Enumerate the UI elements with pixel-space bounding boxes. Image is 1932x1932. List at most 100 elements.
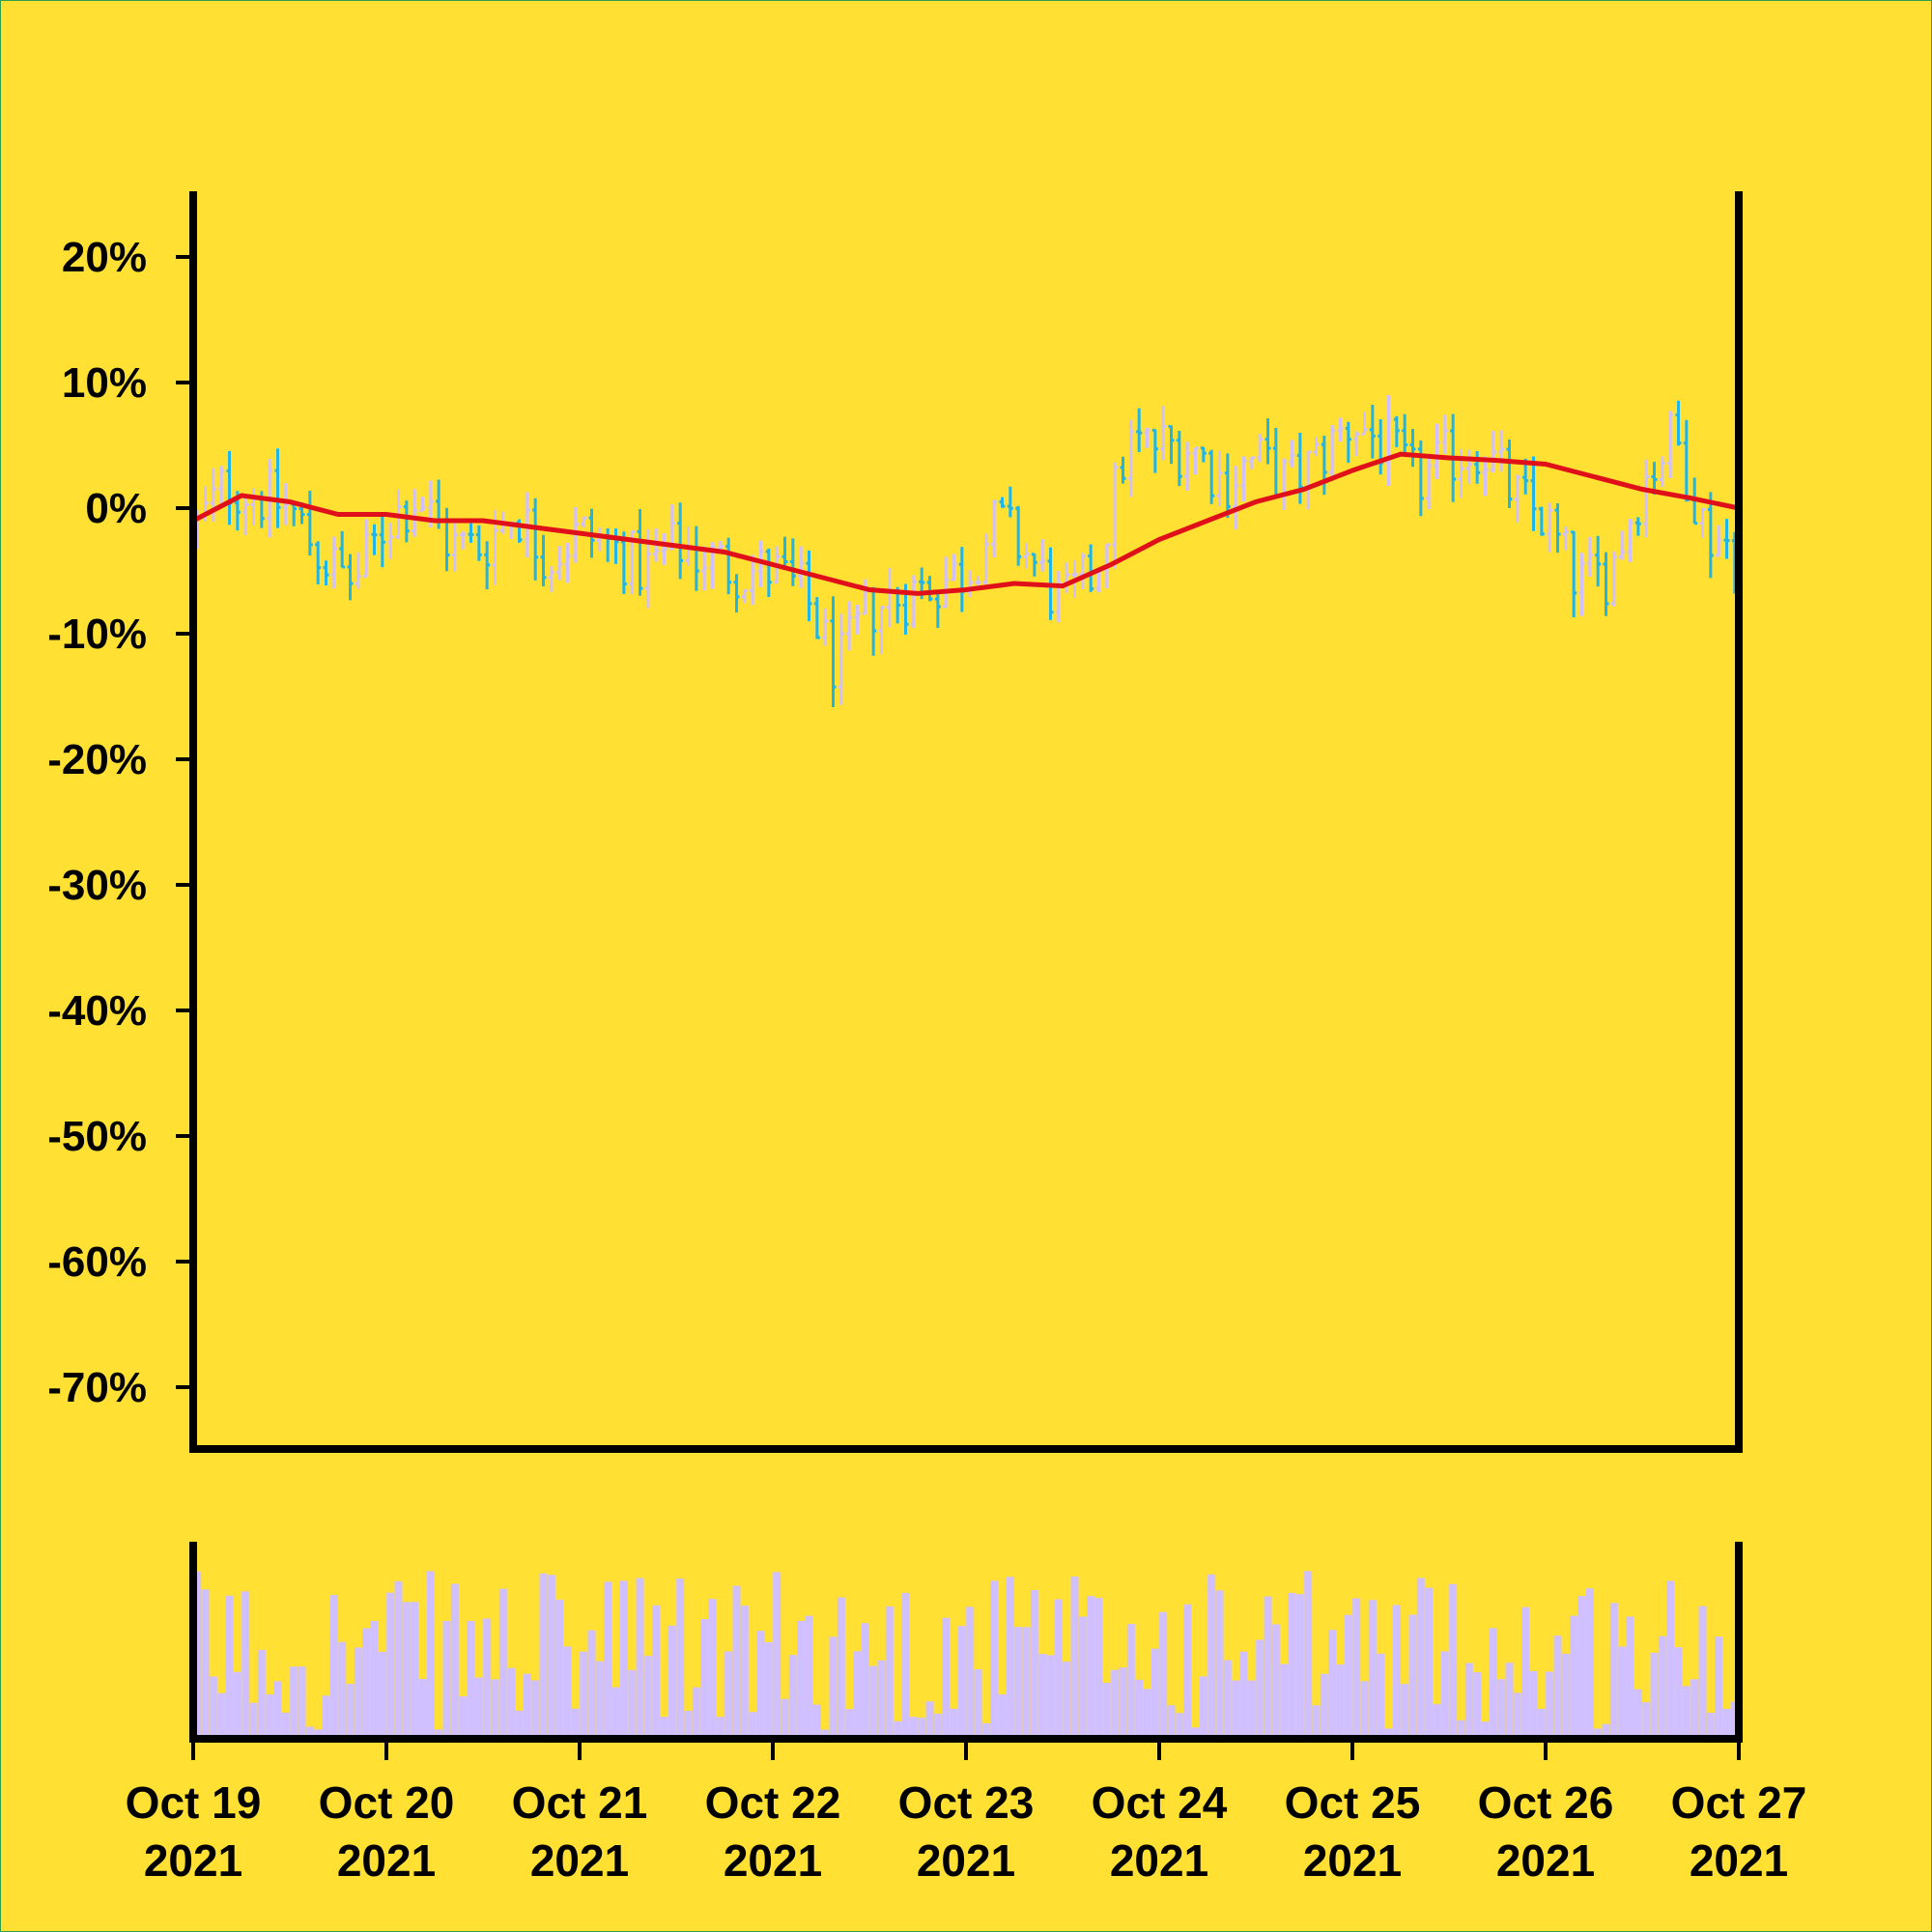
volume-bar: [209, 1676, 217, 1739]
volume-bar: [652, 1605, 661, 1739]
volume-bar: [314, 1729, 323, 1739]
volume-bar: [370, 1620, 379, 1739]
volume-bar: [1119, 1667, 1127, 1739]
volume-bar: [1609, 1603, 1618, 1739]
volume-bar: [812, 1704, 821, 1739]
volume-bar: [805, 1615, 813, 1739]
volume-bar: [1513, 1692, 1521, 1739]
volume-bar: [1336, 1664, 1345, 1739]
volume-bar: [636, 1577, 644, 1739]
volume-bar: [354, 1647, 362, 1739]
volume-bar: [217, 1692, 226, 1739]
volume-bar: [1722, 1708, 1731, 1739]
y-tick-label: -50%: [47, 1113, 147, 1160]
volume-bar: [298, 1666, 306, 1739]
volume-bar: [386, 1592, 395, 1739]
volume-bar: [1312, 1705, 1321, 1739]
volume-bar: [273, 1681, 282, 1739]
volume-bar: [981, 1722, 990, 1739]
volume-bar: [1730, 1701, 1739, 1739]
volume-bar: [877, 1660, 886, 1739]
volume-bar: [1658, 1635, 1666, 1739]
volume-bar: [861, 1623, 869, 1739]
volume-bar: [1199, 1676, 1208, 1739]
volume-bar: [1553, 1635, 1562, 1739]
volume-bar: [1030, 1590, 1038, 1739]
volume-bar: [1392, 1605, 1401, 1739]
volume-bar: [1175, 1713, 1183, 1739]
y-tick-label: -70%: [47, 1364, 147, 1411]
volume-bar: [1682, 1686, 1690, 1739]
volume-bar: [507, 1667, 516, 1739]
volume-bar: [1046, 1655, 1055, 1739]
volume-bar: [724, 1651, 733, 1739]
volume-bar: [1295, 1594, 1304, 1739]
volume-bar: [1022, 1627, 1031, 1739]
volume-bar: [756, 1631, 765, 1739]
x-tick-year-label: 2021: [530, 1835, 629, 1886]
volume-bar: [1440, 1651, 1449, 1739]
volume-bar: [894, 1720, 902, 1739]
volume-bar: [643, 1656, 652, 1739]
volume-bar: [491, 1679, 499, 1739]
volume-bar: [957, 1626, 966, 1739]
volume-bar: [1698, 1605, 1707, 1739]
volume-bar: [426, 1571, 435, 1739]
volume-bar: [1352, 1598, 1361, 1739]
volume-bar: [571, 1708, 580, 1739]
y-tick-label: -10%: [47, 611, 147, 658]
volume-bar: [1111, 1669, 1120, 1739]
volume-bar: [1094, 1598, 1103, 1739]
volume-bar: [1159, 1611, 1168, 1739]
volume-bar: [1215, 1590, 1224, 1739]
volume-bar: [1618, 1646, 1627, 1739]
volume-bar: [1344, 1614, 1352, 1739]
volume-bar: [1014, 1627, 1023, 1739]
volume-bar: [1401, 1684, 1409, 1739]
y-tick-label: -60%: [47, 1238, 147, 1286]
volume-bar: [1650, 1652, 1659, 1739]
volume-bar: [1384, 1728, 1393, 1739]
volume-bar: [821, 1729, 830, 1739]
volume-bar: [1151, 1648, 1159, 1739]
volume-bar: [676, 1578, 685, 1739]
volume-bar: [1561, 1653, 1570, 1739]
volume-bar: [740, 1605, 749, 1739]
x-tick-label: Oct 27: [1671, 1777, 1807, 1828]
volume-bar: [523, 1673, 531, 1739]
x-tick-year-label: 2021: [1496, 1835, 1595, 1886]
volume-bar: [764, 1641, 773, 1739]
volume-bar: [1087, 1596, 1095, 1739]
volume-bar: [378, 1651, 386, 1739]
volume-bar: [249, 1702, 258, 1739]
volume-bar: [1126, 1624, 1135, 1739]
volume-bar: [1183, 1604, 1192, 1739]
volume-bar: [1715, 1636, 1723, 1739]
volume-bar: [1328, 1630, 1337, 1739]
volume-bar: [998, 1693, 1007, 1739]
volume-bar: [1585, 1588, 1594, 1739]
volume-bar: [290, 1666, 298, 1739]
y-tick-label: -20%: [47, 736, 147, 783]
x-tick-year-label: 2021: [144, 1835, 242, 1886]
volume-bar: [1143, 1689, 1151, 1739]
volume-bar: [1497, 1679, 1506, 1739]
volume-bar: [1570, 1615, 1578, 1739]
volume-bar: [1473, 1672, 1482, 1739]
x-tick-label: Oct 24: [1092, 1777, 1228, 1828]
volume-bar: [1232, 1680, 1240, 1739]
volume-bar: [1489, 1628, 1497, 1739]
volume-bar: [539, 1573, 548, 1739]
volume-bar: [797, 1620, 806, 1739]
volume-bar: [1464, 1662, 1473, 1739]
volume-bar: [788, 1655, 797, 1739]
volume-bar: [1247, 1680, 1256, 1739]
x-tick-year-label: 2021: [337, 1835, 436, 1886]
volume-bar: [305, 1726, 314, 1739]
volume-bar: [925, 1701, 934, 1739]
volume-bar: [837, 1597, 845, 1739]
volume-bar: [1594, 1728, 1603, 1739]
x-tick-label: Oct 25: [1285, 1777, 1421, 1828]
volume-bar: [1377, 1653, 1385, 1739]
x-tick-year-label: 2021: [1110, 1835, 1208, 1886]
